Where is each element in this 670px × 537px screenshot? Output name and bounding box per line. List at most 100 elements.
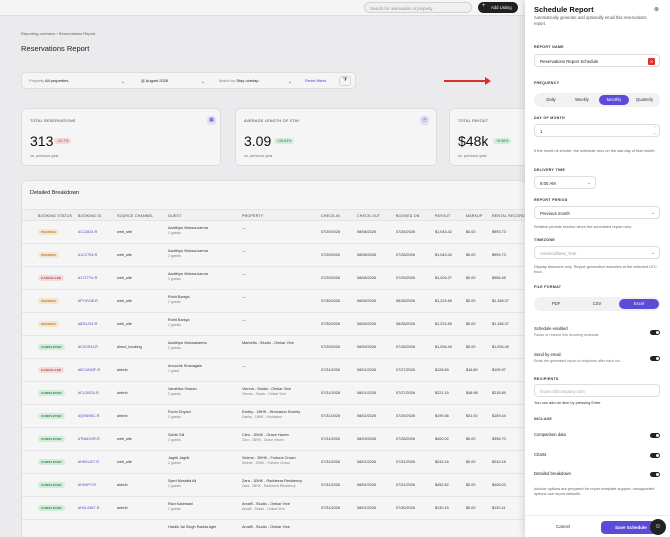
- table-row[interactable]: COMPLETED #TN6DGR-R web_site Sahib Gill 2 gu…: [22, 428, 525, 451]
- column-header[interactable]: PAYOUT: [435, 214, 451, 218]
- payout: $199.36: [435, 414, 449, 418]
- add-listing-button[interactable]: + Add Listing: [478, 2, 518, 13]
- timezone-select[interactable]: America/New_York ⌄: [534, 246, 660, 259]
- table-row[interactable]: COMPLETED #QSN96C-R airbnb Ruchi Dhyani 2 gu…: [22, 405, 525, 428]
- column-header[interactable]: BOOKED ON: [396, 214, 420, 218]
- format-csv[interactable]: CSV: [592, 301, 602, 306]
- table-row[interactable]: CANCELLED #8CVA53F-R airbnb Anouchk Khanaga…: [22, 359, 525, 382]
- date-filter[interactable]: ▦ August 2026 ⌄: [141, 78, 205, 85]
- guest-name: Rohit Baniya: [168, 318, 190, 322]
- booked-on: 07/27/2026: [396, 368, 416, 372]
- save-schedule-button[interactable]: Save Schedule: [601, 521, 661, 534]
- breadcrumb[interactable]: Reporting overview › Reservations Report: [21, 31, 96, 36]
- recipients-hint: You can add an item by pressing Enter: [534, 400, 601, 405]
- close-icon[interactable]: ⊗: [654, 7, 660, 13]
- delivery-time-select[interactable]: 8:00 AM ⌄: [534, 176, 596, 189]
- markup: $0.00: [466, 483, 476, 487]
- include-breakdown-toggle[interactable]: [650, 472, 660, 477]
- booking-id-link[interactable]: #TN6DGR-R: [78, 437, 100, 441]
- property-filter[interactable]: Property All properties ⌄: [29, 78, 125, 85]
- property-name: Earthy - 1BHK - Hinduston Society: [242, 410, 301, 414]
- recipients-input[interactable]: finance@company.com: [534, 384, 660, 397]
- report-name-value: Reservations Report Schedule: [540, 59, 599, 64]
- top-bar: Search for reservation or property + Add …: [0, 0, 670, 16]
- booking-id-link[interactable]: #HX6FY-R: [78, 483, 97, 487]
- report-name-input[interactable]: Reservations Report Schedule ✕: [534, 54, 660, 67]
- cancel-button[interactable]: Cancel: [556, 524, 571, 529]
- day-of-month-input[interactable]: 1 ⌃ ⌄: [534, 124, 660, 137]
- include-comparison-toggle[interactable]: [650, 433, 660, 438]
- booking-id-link[interactable]: #HXLMN7-R: [78, 506, 100, 510]
- column-header[interactable]: BOOKING ID: [78, 214, 102, 218]
- booking-id-link[interactable]: #QSN96C-R: [78, 414, 100, 418]
- booking-id-link[interactable]: #CL2BG5-R: [78, 391, 99, 395]
- table-row[interactable]: COMPLETED #HXLMN7-R airbnb Ravi Kashwani 2 g…: [22, 497, 525, 520]
- send-email-toggle[interactable]: [650, 356, 660, 361]
- property-cell: Amalfi - Studio - Omkar Vive Amalfi - Stu…: [242, 502, 290, 511]
- markup: $0.00: [466, 345, 476, 349]
- table-row[interactable]: COMPLETED #CX0S3J-R direct_booking Aadithya…: [22, 336, 525, 359]
- report-period-select[interactable]: Previous month ⌄: [534, 206, 660, 219]
- frequency-monthly[interactable]: Monthly: [599, 95, 629, 105]
- booking-id-link[interactable]: #FY4V48-R: [78, 299, 98, 303]
- payout: $1,043.42: [435, 230, 452, 234]
- check-in: 07/29/2026: [321, 253, 341, 257]
- schedule-enabled-toggle[interactable]: [650, 330, 660, 335]
- table-title: Detailed Breakdown: [30, 190, 80, 196]
- rental-record: $1,094.49: [492, 345, 509, 349]
- booking-id-link[interactable]: #CX0S3J-R: [78, 345, 99, 349]
- include-charts-toggle[interactable]: [650, 453, 660, 458]
- column-header[interactable]: RENTAL RECORD: [492, 214, 525, 218]
- column-header[interactable]: BOOKING STATUS: [38, 214, 73, 218]
- table-row[interactable]: COMPLETED #CL2BG5-R airbnb Vanshika Sharan 2…: [22, 382, 525, 405]
- booking-id-link[interactable]: #8ZUJ33-R: [78, 322, 98, 326]
- column-header[interactable]: GUEST: [168, 214, 182, 218]
- booking-id-link[interactable]: #8CVA53F-R: [78, 368, 101, 372]
- column-header[interactable]: PROPERTY: [242, 214, 264, 218]
- table-row[interactable]: COMPLETED #HX6FY-R airbnb Syed Mustafa Ali 2…: [22, 474, 525, 497]
- delivery-time-value: 8:00 AM: [540, 181, 556, 186]
- stepper-icon[interactable]: ⌃ ⌄: [653, 126, 656, 135]
- table-row[interactable]: Hardik Jai Singh Radda Agle Amalfi - Stud…: [22, 520, 525, 537]
- table-row[interactable]: PENDING #FY4V48-R web_site Rohit Baniya 2 gu…: [22, 290, 525, 313]
- property-name: Cleo - 1BHK - Grace Haven: [242, 433, 289, 437]
- frequency-weekly[interactable]: Weekly: [575, 97, 589, 102]
- frequency-daily[interactable]: Daily: [546, 97, 556, 102]
- table-row[interactable]: CANCELLED #17277U-R web_site Aadithya Vishw…: [22, 267, 525, 290]
- rental-record: $105.97: [492, 368, 506, 372]
- source-channel: airbnb: [117, 483, 128, 487]
- rental-record: $243.16: [492, 460, 506, 464]
- booking-id-link[interactable]: #17277U-R: [78, 276, 98, 280]
- property-sub: Earthy - 1BHK - Hinduston: [242, 415, 282, 419]
- booking-id-link[interactable]: #HKKUZ7-R: [78, 460, 100, 464]
- format-pdf[interactable]: PDF: [551, 301, 561, 306]
- booking-id-link[interactable]: #C12814-R: [78, 230, 98, 234]
- guest-cell: Rohit Baniya 2 guests: [168, 318, 190, 327]
- column-header[interactable]: CHECK-IN: [321, 214, 340, 218]
- search-input[interactable]: Search for reservation or property: [364, 2, 472, 13]
- column-header[interactable]: SOURCE CHANNEL: [117, 214, 154, 218]
- column-header[interactable]: CHECK-OUT: [357, 214, 381, 218]
- modal-backdrop[interactable]: [0, 0, 525, 537]
- filter-icon[interactable]: ⧩: [339, 76, 351, 86]
- booking-id-link[interactable]: #1C2753-R: [78, 253, 98, 257]
- day-of-month-value: 1: [540, 129, 543, 134]
- table-row[interactable]: COMPLETED #HKKUZ7-R web_site Jagriti Jagrit…: [22, 451, 525, 474]
- calendar-icon: ▦: [141, 78, 145, 83]
- assistant-bot-icon[interactable]: ☺: [650, 519, 666, 535]
- file-format-label: FILE FORMAT: [534, 285, 562, 289]
- format-excel[interactable]: Excel: [619, 299, 659, 309]
- match-filter[interactable]: Match by Stay overlap ⌄: [219, 78, 292, 85]
- property-name: —: [242, 318, 246, 322]
- table-row[interactable]: PENDING #C12814-R web_site Aadithya Vishwa-…: [22, 221, 525, 244]
- table-row[interactable]: PENDING #8ZUJ33-R web_site Rohit Baniya 2 gu…: [22, 313, 525, 336]
- column-header[interactable]: MARKUP: [466, 214, 483, 218]
- clear-icon[interactable]: ✕: [648, 58, 655, 65]
- reset-filters-link[interactable]: Reset filters: [305, 78, 327, 83]
- table-row[interactable]: PENDING #1C2753-R web_site Aadithya Vishwa-…: [22, 244, 525, 267]
- status-badge: CANCELLED: [38, 275, 65, 281]
- source-channel: airbnb: [117, 506, 128, 510]
- status-badge: COMPLETED: [38, 436, 65, 442]
- check-in: 07/29/2026: [321, 276, 341, 280]
- frequency-quarterly[interactable]: Quarterly: [635, 97, 654, 102]
